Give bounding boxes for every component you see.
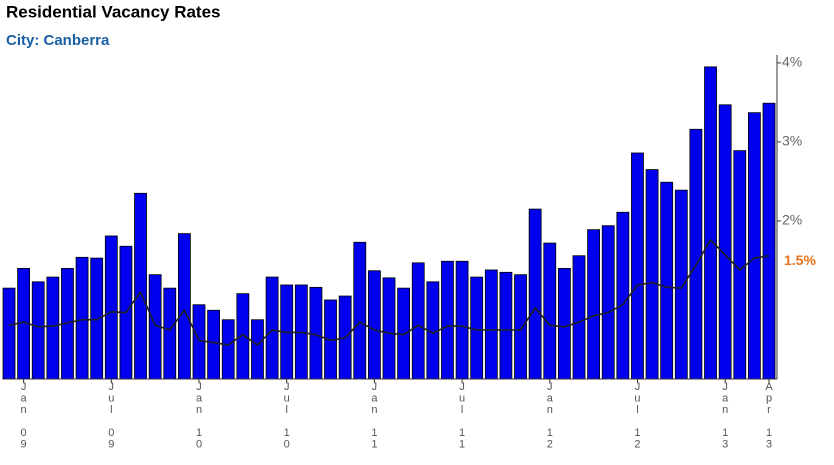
bar <box>689 128 703 380</box>
bar <box>353 241 367 380</box>
bar <box>499 271 513 380</box>
bar <box>645 169 659 380</box>
bar <box>265 276 279 380</box>
bar <box>747 112 761 380</box>
bar <box>46 276 60 380</box>
chart-title: Residential Vacancy Rates <box>6 2 221 21</box>
bar <box>367 270 381 380</box>
bar <box>631 152 644 380</box>
bar <box>762 102 776 380</box>
bar <box>455 260 469 380</box>
bar <box>221 319 235 380</box>
bar <box>251 319 264 380</box>
bar <box>572 255 586 380</box>
bar <box>177 233 191 380</box>
bar <box>470 276 484 380</box>
bar <box>75 256 89 380</box>
bar <box>704 66 717 380</box>
bar <box>616 211 630 380</box>
bar <box>601 225 615 380</box>
bar <box>543 242 557 380</box>
bar <box>104 235 118 380</box>
bar <box>31 281 45 380</box>
y-tick-label: 4% <box>782 54 802 70</box>
bar <box>660 181 674 380</box>
bar <box>382 277 396 380</box>
y-tick-label: 3% <box>782 133 802 149</box>
bar <box>441 260 454 380</box>
bar <box>528 208 542 380</box>
bar <box>192 304 206 380</box>
bar <box>718 104 732 380</box>
bar <box>587 229 601 380</box>
bar <box>2 287 16 380</box>
bar <box>484 269 498 380</box>
bar <box>163 287 177 380</box>
bar <box>236 293 250 380</box>
bar <box>309 286 323 380</box>
line <box>8 239 770 346</box>
bar <box>207 309 221 380</box>
bar <box>411 262 425 380</box>
bar <box>134 192 147 380</box>
bar <box>514 274 527 380</box>
y-tick-label: 2% <box>782 212 802 228</box>
bar <box>90 257 104 380</box>
chart-subtitle: City: Canberra <box>6 32 110 49</box>
annotation: 1.5% <box>784 252 816 268</box>
bar <box>557 267 571 380</box>
bar <box>674 189 688 380</box>
